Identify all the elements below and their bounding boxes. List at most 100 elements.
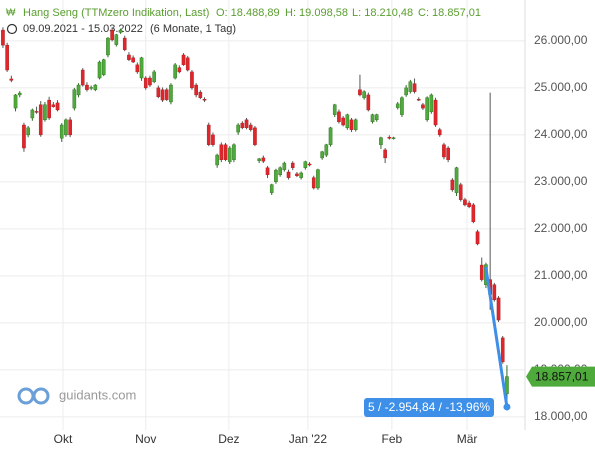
candle-body xyxy=(349,119,354,130)
clock-icon xyxy=(6,23,18,35)
candle-body xyxy=(38,104,43,136)
candle-body xyxy=(442,144,446,158)
trend-end xyxy=(503,403,511,411)
candle-body xyxy=(311,177,316,189)
candle-body xyxy=(429,94,434,113)
candle-body xyxy=(265,167,270,176)
candle-body xyxy=(370,114,375,122)
candle-body xyxy=(332,104,337,115)
ohlc-open: O: 18.488,89 xyxy=(216,7,280,19)
candle-body xyxy=(278,167,282,176)
y-tick-label: 23.000,00 xyxy=(534,174,588,188)
trend-line xyxy=(484,266,509,409)
candle-body xyxy=(72,89,77,109)
candle-body xyxy=(316,169,320,189)
candle-body xyxy=(400,97,404,115)
candle-body xyxy=(160,89,165,101)
candle-body xyxy=(26,127,30,136)
candle-body xyxy=(353,119,358,130)
candle-body xyxy=(421,104,425,109)
candle-body xyxy=(164,89,169,100)
candle-body xyxy=(135,64,140,73)
x-tick-label: Mär xyxy=(457,432,478,446)
candle-body xyxy=(198,91,203,98)
candle-body xyxy=(194,84,198,96)
candle-body xyxy=(471,204,476,223)
candle-body xyxy=(43,104,47,121)
last-price-box xyxy=(526,366,595,387)
candle-body xyxy=(89,87,93,89)
candle-body xyxy=(227,147,232,162)
candle-body xyxy=(110,29,114,41)
candle-body xyxy=(383,149,387,159)
candle-body xyxy=(496,297,501,321)
candle-body xyxy=(299,172,303,178)
candle-body xyxy=(492,284,497,301)
candle-body xyxy=(290,162,295,168)
candle-body xyxy=(173,64,177,79)
last-price-label: 18.857,01 xyxy=(535,370,589,384)
candle-body xyxy=(408,81,413,92)
ohlc-low: L: 18.210,48 xyxy=(352,7,413,19)
x-tick-label: Nov xyxy=(135,432,156,446)
candle-body xyxy=(139,57,144,79)
y-tick-label: 21.000,00 xyxy=(534,268,588,282)
candle-body xyxy=(320,151,324,159)
candle-body xyxy=(295,173,299,176)
x-tick-label: Dez xyxy=(218,432,239,446)
candle-body xyxy=(446,147,450,160)
logo xyxy=(17,387,50,405)
candle-body xyxy=(118,29,123,33)
candle-body xyxy=(47,99,51,119)
logo-ring xyxy=(17,387,35,405)
candle-body xyxy=(177,67,182,73)
candle-body xyxy=(433,99,438,126)
trend-label-box xyxy=(364,398,494,417)
candle-body xyxy=(211,134,215,145)
candle-body xyxy=(152,71,156,82)
candle-body xyxy=(458,184,463,200)
chart-title: Hang Seng (TTMzero Indikation, Last) xyxy=(23,7,209,19)
logo-ring xyxy=(32,387,50,405)
ohlc-high: H: 19.098,58 xyxy=(285,7,348,19)
candle-body xyxy=(232,144,236,160)
candle-body xyxy=(148,77,152,86)
candle-body xyxy=(261,157,266,162)
candle-body xyxy=(80,69,85,86)
candle-body xyxy=(127,54,131,60)
candle-body xyxy=(425,97,429,121)
candle-body xyxy=(101,59,106,75)
candle-body xyxy=(244,119,249,129)
candle-body xyxy=(181,54,186,66)
candle-body xyxy=(190,71,194,89)
candle-body xyxy=(374,114,379,121)
candle-body xyxy=(106,37,110,56)
candle-body xyxy=(215,154,219,166)
candle-body xyxy=(17,92,22,96)
candle-body xyxy=(143,77,148,89)
candle-body xyxy=(257,158,261,161)
candle-body xyxy=(467,202,471,207)
ohlc-close: C: 18.857,01 xyxy=(418,7,481,19)
y-tick-label: 25.000,00 xyxy=(534,80,588,94)
candle-body xyxy=(131,57,135,63)
candle-body xyxy=(286,171,291,178)
candle-body xyxy=(122,37,127,51)
candle-body xyxy=(324,144,329,156)
candle-body xyxy=(475,231,480,245)
header-icon: ₩ xyxy=(6,8,16,19)
grid xyxy=(0,0,525,430)
candle-body xyxy=(13,94,18,109)
candle-body xyxy=(463,199,467,206)
candle-body xyxy=(505,376,509,395)
candle-body xyxy=(185,57,190,71)
trend-label: 5 / -2.954,84 / -13,96% xyxy=(368,400,490,414)
candle-body xyxy=(236,124,240,133)
candle-body xyxy=(282,162,287,170)
marks: 18.000,0019.000,0020.000,0021.000,0022.0… xyxy=(1,27,595,446)
candle-body xyxy=(253,127,257,145)
candle-body xyxy=(387,137,392,139)
y-tick-label: 20.000,00 xyxy=(534,315,588,329)
candle-body xyxy=(366,94,371,111)
